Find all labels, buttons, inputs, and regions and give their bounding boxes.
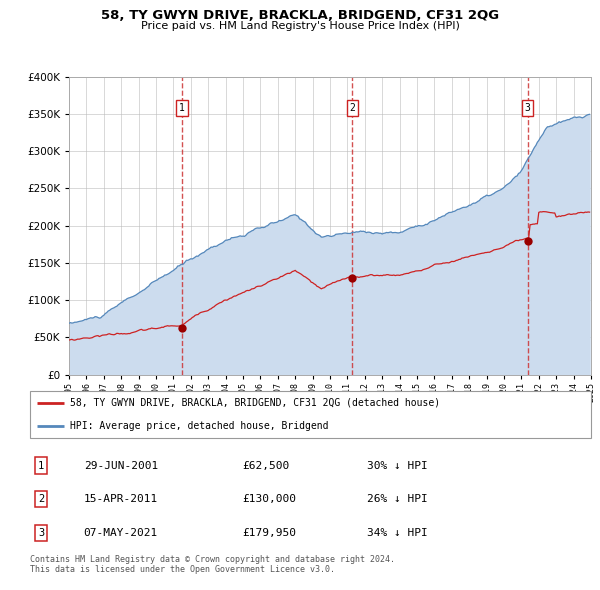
Text: Price paid vs. HM Land Registry's House Price Index (HPI): Price paid vs. HM Land Registry's House … [140,21,460,31]
Text: 2: 2 [349,103,355,113]
Text: 3: 3 [38,527,44,537]
Text: 2: 2 [38,494,44,504]
Text: 58, TY GWYN DRIVE, BRACKLA, BRIDGEND, CF31 2QG (detached house): 58, TY GWYN DRIVE, BRACKLA, BRIDGEND, CF… [70,398,440,408]
Text: 15-APR-2011: 15-APR-2011 [84,494,158,504]
Text: 29-JUN-2001: 29-JUN-2001 [84,461,158,471]
Text: Contains HM Land Registry data © Crown copyright and database right 2024.
This d: Contains HM Land Registry data © Crown c… [30,555,395,574]
Text: 07-MAY-2021: 07-MAY-2021 [84,527,158,537]
Text: HPI: Average price, detached house, Bridgend: HPI: Average price, detached house, Brid… [70,421,328,431]
Text: 1: 1 [179,103,185,113]
FancyBboxPatch shape [30,391,591,438]
Text: 1: 1 [38,461,44,471]
Text: 34% ↓ HPI: 34% ↓ HPI [367,527,428,537]
Text: 26% ↓ HPI: 26% ↓ HPI [367,494,428,504]
Text: 30% ↓ HPI: 30% ↓ HPI [367,461,428,471]
Text: 3: 3 [524,103,530,113]
Text: £179,950: £179,950 [242,527,296,537]
Text: £130,000: £130,000 [242,494,296,504]
Text: £62,500: £62,500 [242,461,290,471]
Text: 58, TY GWYN DRIVE, BRACKLA, BRIDGEND, CF31 2QG: 58, TY GWYN DRIVE, BRACKLA, BRIDGEND, CF… [101,9,499,22]
